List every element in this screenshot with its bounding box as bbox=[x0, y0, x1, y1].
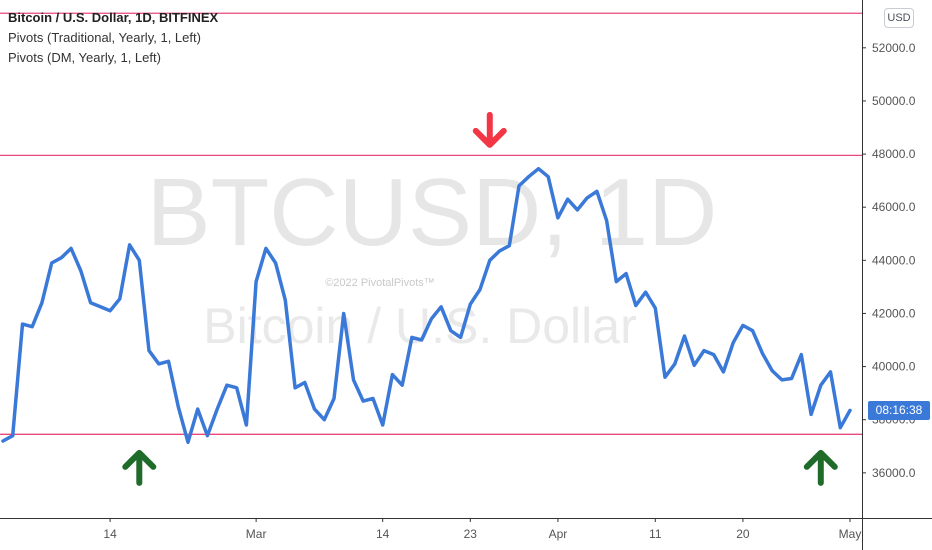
y-tick-label: 52000.0 bbox=[872, 41, 916, 55]
arrow-shape-2 bbox=[803, 449, 838, 486]
price-line bbox=[1, 166, 852, 445]
watermark: BTCUSD, 1D Bitcoin / U.S. Dollar ©2022 P… bbox=[147, 159, 718, 354]
x-tick-label: 14 bbox=[103, 527, 117, 541]
price-series bbox=[1, 166, 852, 445]
y-tick-label: 50000.0 bbox=[872, 94, 916, 108]
x-tick-label: Mar bbox=[246, 527, 267, 541]
y-tick-label: 46000.0 bbox=[872, 200, 916, 214]
watermark-name: Bitcoin / U.S. Dollar bbox=[203, 298, 636, 354]
currency-button[interactable]: USD bbox=[884, 8, 914, 28]
y-tick-label: 36000.0 bbox=[872, 466, 916, 480]
pivot-levels bbox=[0, 12, 862, 435]
x-tick-label: 14 bbox=[376, 527, 390, 541]
y-tick-label: 44000.0 bbox=[872, 253, 916, 267]
arrow-down-icon bbox=[472, 111, 507, 148]
x-tick-label: 11 bbox=[649, 527, 662, 541]
pivot-arrows bbox=[122, 111, 838, 486]
price-countdown-badge: 08:16:38 bbox=[868, 401, 930, 420]
y-tick-label: 42000.0 bbox=[872, 306, 916, 320]
watermark-symbol: BTCUSD, 1D bbox=[147, 159, 718, 266]
arrow-shape-0 bbox=[122, 449, 157, 486]
y-tick-label: 40000.0 bbox=[872, 360, 916, 374]
watermark-copyright: ©2022 PivotalPivots™ bbox=[325, 277, 435, 289]
y-tick-label: 48000.0 bbox=[872, 147, 916, 161]
arrow-shape-1 bbox=[472, 111, 507, 148]
x-tick-label: May bbox=[839, 527, 862, 541]
arrow-up-icon bbox=[803, 449, 838, 486]
x-tick-label: Apr bbox=[549, 527, 568, 541]
arrow-up-icon bbox=[122, 449, 157, 486]
x-tick-label: 23 bbox=[464, 527, 478, 541]
x-tick-label: 20 bbox=[736, 527, 750, 541]
